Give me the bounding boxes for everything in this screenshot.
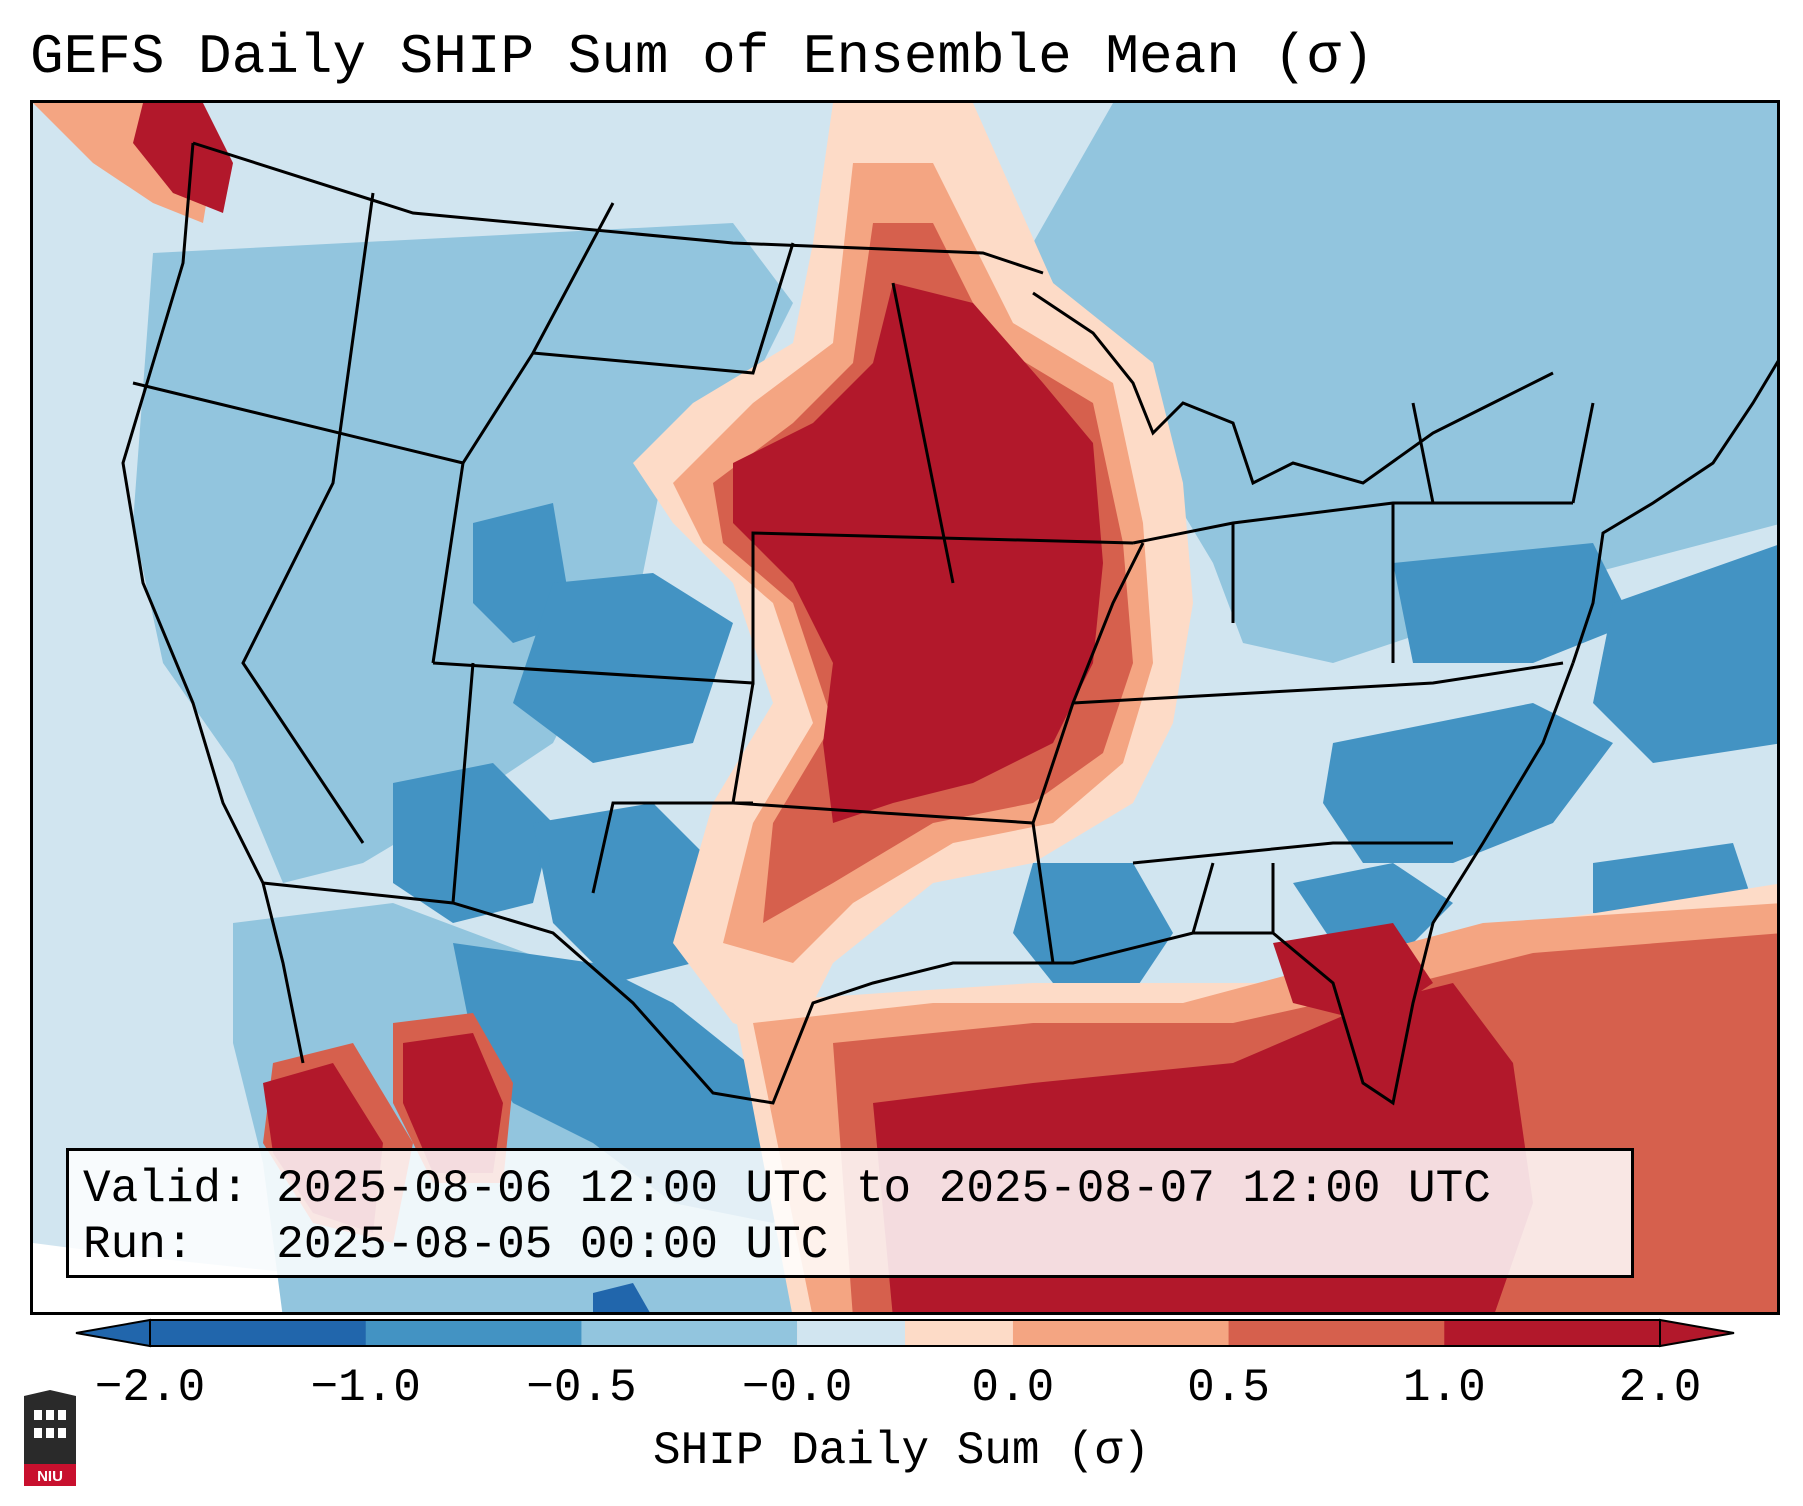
colorbar [75,1318,1735,1348]
logo-text: NIU [37,1468,63,1485]
colorbar-segment [1444,1320,1661,1346]
colorbar-tick-label: −0.5 [526,1362,637,1414]
colorbar-segment [581,1320,798,1346]
colorbar-segment [905,1320,1013,1346]
colorbar-tick-label: −0.0 [741,1362,853,1414]
run-label: Run: [83,1219,194,1271]
colorbar-tick-label: 2.0 [1618,1362,1702,1414]
colorbar-segment [365,1320,582,1346]
niu-tower-logo-icon: NIU [24,1390,76,1486]
colorbar-tick-label: 0.0 [971,1362,1055,1414]
colorbar-tick-label: −1.0 [310,1362,421,1414]
colorbar-segment [797,1320,905,1346]
map-panel [30,100,1780,1315]
boundary-lines [121,141,1777,1106]
run-value: 2025-08-05 00:00 UTC [276,1219,829,1271]
ship-field-map [33,103,1777,1312]
colorbar-label: SHIP Daily Sum (σ) [653,1425,1150,1477]
valid-run-info-box: Valid: 2025-08-06 12:00 UTC to 2025-08-0… [66,1148,1634,1278]
colorbar-tick-label: 0.5 [1187,1362,1270,1414]
colorbar-segment [150,1320,367,1346]
colorbar-ticks: −2.0 −1.0 −0.5 −0.0 0.0 0.5 1.0 2.0 [0,1360,1803,1420]
chart-title: GEFS Daily SHIP Sum of Ensemble Mean (σ) [30,25,1375,89]
colorbar-segment [1012,1320,1230,1346]
valid-value: 2025-08-06 12:00 UTC to 2025-08-07 12:00… [276,1163,1491,1215]
colorbar-tick-label: 1.0 [1402,1362,1486,1414]
colorbar-segment [1228,1320,1445,1346]
colorbar-tick-label: −2.0 [94,1362,206,1414]
valid-label: Valid: [83,1163,249,1215]
